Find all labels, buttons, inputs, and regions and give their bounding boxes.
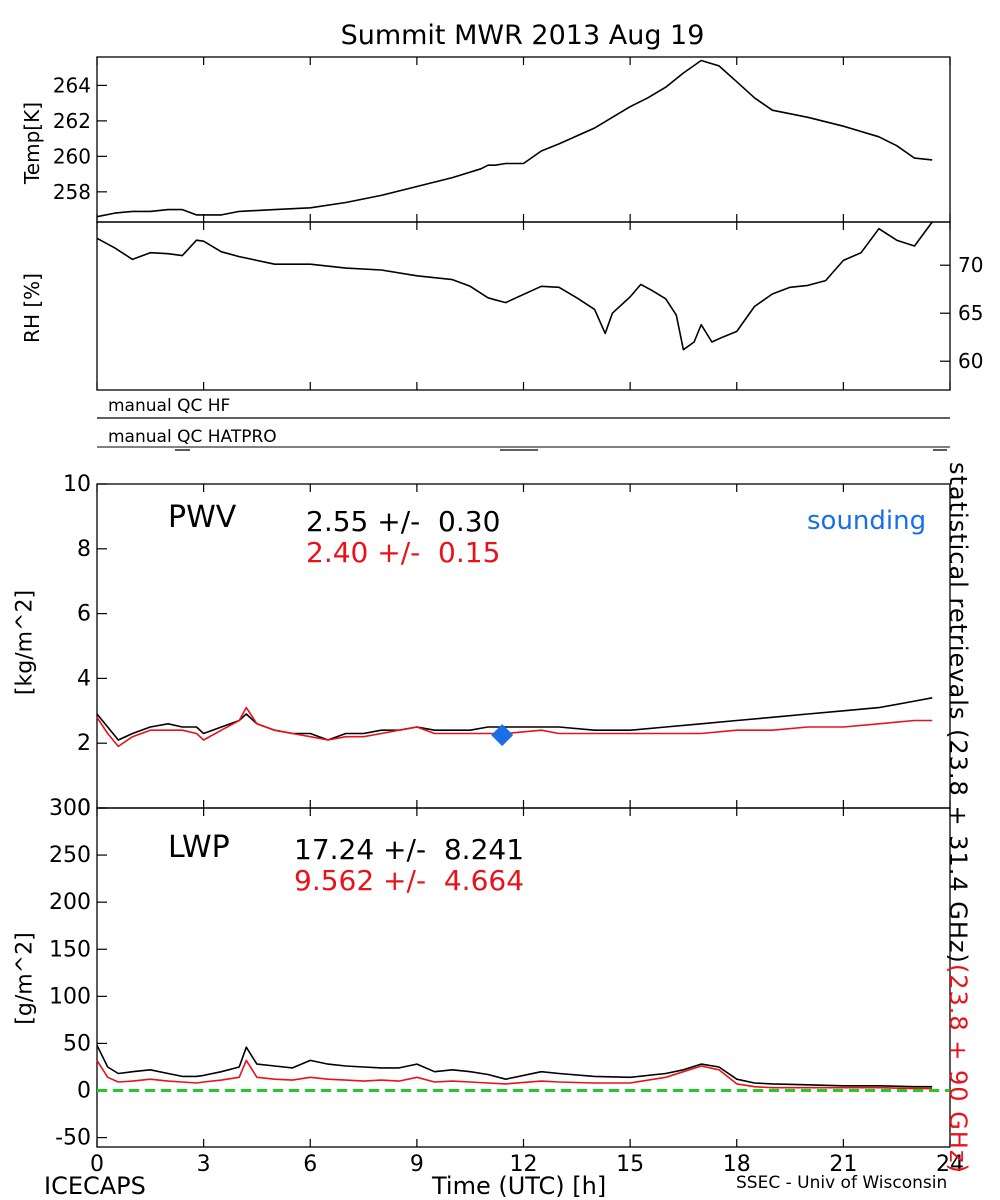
ytick-label-2-1: 2 <box>77 731 91 756</box>
footer-center-label: Time (UTC) [h] <box>432 1172 607 1200</box>
ytick-label-3-5: 200 <box>49 890 91 915</box>
xtick-label-4: 12 <box>510 1152 538 1177</box>
ytick-label-0-1: 260 <box>53 144 91 168</box>
ytick-label-3-2: 50 <box>63 1031 91 1056</box>
qc-hf-label: manual QC HF <box>108 396 231 416</box>
series-line-1-0 <box>96 221 933 351</box>
ytick-label-3-4: 150 <box>49 937 91 962</box>
ytick-label-1-2: 70 <box>958 253 983 277</box>
panel-frame-0 <box>96 56 951 223</box>
lwp-axis-label: [g/m^2] <box>12 932 38 1025</box>
chart-title: Summit MWR 2013 Aug 19 <box>340 20 705 51</box>
xtick-label-3: 9 <box>410 1152 424 1177</box>
ytick-label-0-3: 264 <box>53 73 91 97</box>
ytick-label-2-5: 10 <box>63 472 91 497</box>
lwp-red-stat: 9.562 +/- 4.664 <box>294 864 525 897</box>
series-line-2-0 <box>96 697 933 741</box>
sounding-point <box>491 724 514 747</box>
pwv-black-stat: 2.55 +/- 0.30 <box>306 505 501 538</box>
xtick-label-2: 6 <box>303 1152 317 1177</box>
ytick-label-3-0: -50 <box>55 1126 91 1151</box>
series-line-3-0 <box>96 1044 933 1088</box>
right-label-black: statistical retrievals (23.8 + 31.4 GHz) <box>944 462 972 964</box>
series-line-3-1 <box>96 1059 933 1090</box>
ytick-label-1-1: 65 <box>958 301 983 325</box>
footer-left-label: ICECAPS <box>44 1172 146 1200</box>
ytick-label-3-1: 0 <box>77 1079 91 1104</box>
pwv-axis-label: [kg/m^2] <box>12 589 38 696</box>
ytick-label-0-0: 258 <box>53 180 91 204</box>
ytick-label-3-7: 300 <box>49 796 91 821</box>
ytick-label-2-2: 4 <box>77 666 91 691</box>
ytick-label-0-2: 262 <box>53 109 91 133</box>
right-vertical-label: statistical retrievals (23.8 + 31.4 GHz)… <box>940 462 972 1174</box>
right-label-red: (23.8 + 90 GHz) <box>944 963 972 1174</box>
ytick-label-3-3: 100 <box>49 984 91 1009</box>
xtick-label-5: 15 <box>616 1152 644 1177</box>
rh-axis-label: RH [%] <box>20 273 44 343</box>
panel-frame-1 <box>96 221 951 391</box>
footer-right-label: SSEC - Univ of Wisconsin <box>736 1173 948 1193</box>
ytick-label-2-4: 8 <box>77 537 91 562</box>
lwp-panel-title: LWP <box>168 830 230 865</box>
series-line-0-0 <box>96 59 933 218</box>
ytick-label-1-0: 60 <box>958 349 983 373</box>
sounding-label: sounding <box>807 506 927 536</box>
temp-axis-label: Temp[K] <box>20 101 44 185</box>
qc-hatpro-label: manual QC HATPRO <box>108 427 277 447</box>
lwp-black-stat: 17.24 +/- 8.241 <box>294 833 525 866</box>
xtick-label-8: 24 <box>936 1152 964 1177</box>
ytick-label-3-6: 250 <box>49 843 91 868</box>
xtick-label-6: 18 <box>723 1152 751 1177</box>
series-line-2-1 <box>96 706 933 748</box>
xtick-label-1: 3 <box>197 1152 211 1177</box>
pwv-panel-title: PWV <box>168 500 237 535</box>
xtick-label-0: 0 <box>90 1152 104 1177</box>
ytick-label-2-0: 0 <box>77 796 91 821</box>
ytick-label-2-3: 6 <box>77 602 91 627</box>
xtick-label-7: 21 <box>829 1152 857 1177</box>
pwv-red-stat: 2.40 +/- 0.15 <box>306 536 501 569</box>
